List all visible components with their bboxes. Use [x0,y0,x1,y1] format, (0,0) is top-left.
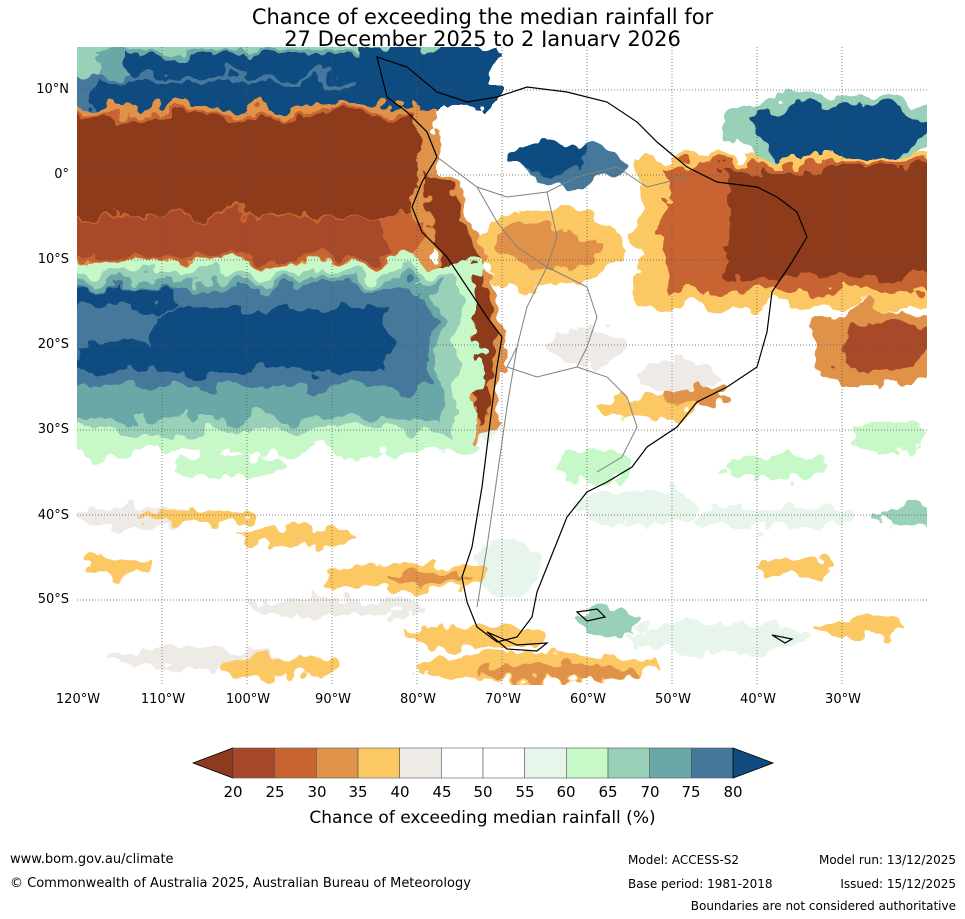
lon-label-60w: 60°W [570,692,606,707]
colorbar-segment [357,747,400,779]
colorbar-tick-20: 20 [223,783,243,801]
lon-label-40w: 40°W [740,692,776,707]
south-america-coastline [376,56,808,643]
graticule [77,47,927,685]
colorbar-tick-50: 50 [473,783,493,801]
colorbar-tick-75: 75 [681,783,701,801]
colorbar-tick-40: 40 [390,783,410,801]
rainfall-map [77,47,927,685]
footer-model-run: Model run: 13/12/2025 [818,853,956,867]
colorbar-segment [649,747,692,779]
colorbar-segment [441,747,484,779]
footer-base-period: Base period: 1981-2018 [628,877,773,891]
lon-label-110w: 110°W [140,692,186,707]
colorbar-segment [607,747,650,779]
colorbar-segment [482,747,525,779]
colorbar-segment [566,747,609,779]
colorbar-tick-25: 25 [265,783,285,801]
southern-islands [486,608,794,652]
lat-label-0: 0° [54,167,69,182]
wet-band-north [77,47,927,185]
lon-label-90w: 90°W [315,692,351,707]
lon-label-120w: 120°W [55,692,101,707]
map-canvas [77,47,927,685]
lon-label-80w: 80°W [400,692,436,707]
colorbar [191,747,775,779]
colorbar-tick-80: 80 [723,783,743,801]
colorbar-label: Chance of exceeding median rainfall (%) [309,808,656,828]
footer-model: Model: ACCESS-S2 [628,853,740,867]
wet-band-south [77,262,477,452]
map-title-line2: 27 December 2025 to 2 January 2026 [284,27,681,51]
map-title-line1: Chance of exceeding the median rainfall … [251,5,714,29]
colorbar-tick-70: 70 [640,783,660,801]
colorbar-extension-low [191,747,234,779]
colorbar-tick-30: 30 [307,783,327,801]
colorbar-tick-35: 35 [348,783,368,801]
colorbar-extension-high [732,747,775,779]
colorbar-tick-45: 45 [432,783,452,801]
colorbar-tick-65: 65 [598,783,618,801]
colorbar-tick-55: 55 [515,783,535,801]
colorbar-tick-60: 60 [556,783,576,801]
lon-label-70w: 70°W [485,692,521,707]
colorbar-segment [232,747,275,779]
lon-label-30w: 30°W [825,692,861,707]
colorbar-segment [691,747,734,779]
lat-label-10s: 10°S [37,252,69,267]
colorbar-segment [524,747,567,779]
footer-website: www.bom.gov.au/climate [10,852,174,867]
dry-patches-south [87,387,897,681]
lat-label-30s: 30°S [37,422,69,437]
lat-label-10n: 10°N [36,82,69,97]
colorbar-segments [191,747,775,779]
colorbar-segment [316,747,359,779]
footer-issued: Issued: 15/12/2025 [840,877,956,891]
country-borders [436,156,688,608]
footer-copyright: © Commonwealth of Australia 2025, Austra… [10,876,471,891]
lon-label-100w: 100°W [225,692,271,707]
lat-label-50s: 50°S [37,592,69,607]
colorbar-segment [274,747,317,779]
lat-label-20s: 20°S [37,337,69,352]
lat-label-40s: 40°S [37,508,69,523]
lon-label-50w: 50°W [655,692,691,707]
footer-disclaimer: Boundaries are not considered authoritat… [690,899,956,913]
colorbar-segment [399,747,442,779]
